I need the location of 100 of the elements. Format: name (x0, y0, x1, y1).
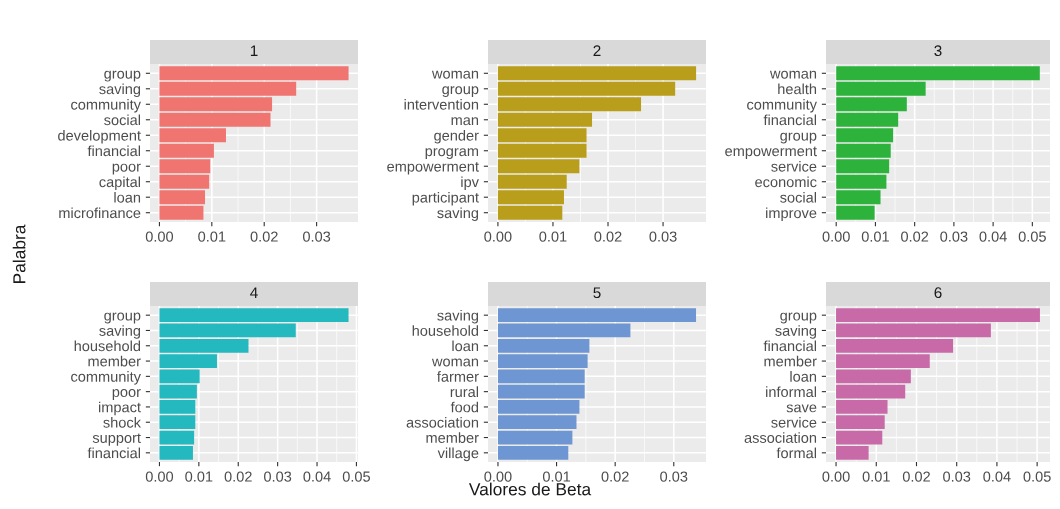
bar (159, 445, 193, 460)
x-tick-label: 0.02 (250, 231, 278, 242)
y-tick-label: impact (99, 401, 141, 416)
y-tick-label: financial (87, 145, 140, 157)
chart-title: 2 (593, 45, 601, 56)
bar (836, 430, 883, 445)
y-tick-label: loan (452, 340, 479, 352)
y-tick-label: group (780, 132, 817, 144)
y-tick-label: program (425, 148, 479, 160)
x-axis-title: Valores de Beta (468, 482, 592, 496)
x-tick-label: 0.02 (601, 471, 629, 482)
x-tick-label: 0.02 (594, 231, 622, 242)
chart-title: 3 (934, 45, 942, 57)
y-tick-label: woman (769, 70, 817, 79)
y-tick-label: member (426, 432, 479, 443)
y-tick-label: economic (755, 176, 817, 188)
y-tick-label: group (442, 86, 479, 98)
y-tick-label: saving (437, 309, 479, 324)
x-tick-label: 0.01 (198, 231, 226, 242)
x-tick-label: 0.05 (1018, 231, 1046, 242)
y-tick-label: empowerment (387, 162, 479, 175)
y-tick-label: informal (766, 386, 816, 398)
bar (836, 205, 875, 220)
bar (497, 205, 563, 220)
y-tick-label: member (88, 355, 141, 367)
x-tick-label: 0.01 (861, 231, 889, 242)
y-tick-label: household (412, 325, 479, 336)
x-tick-label: 0.03 (940, 231, 968, 242)
x-tick-label: 0.02 (224, 471, 252, 482)
chart-title: 5 (593, 287, 601, 299)
x-tick-label: 0.00 (822, 471, 850, 482)
x-tick-label: 0.01 (185, 471, 213, 482)
y-tick-label: community (747, 98, 817, 113)
y-tick-label: association (744, 432, 817, 443)
y-tick-label: community (71, 98, 141, 113)
x-tick-label: 0.03 (302, 231, 331, 242)
y-tick-label: formal (776, 447, 816, 459)
y-tick-label: social (780, 191, 816, 203)
x-tick-label: 0.00 (145, 231, 174, 242)
y-tick-label: association (406, 416, 479, 428)
y-tick-label: support (92, 433, 141, 446)
y-tick-label: man (451, 117, 479, 126)
y-tick-label: intervention (404, 98, 479, 110)
x-tick-label: 0.05 (342, 471, 371, 482)
y-tick-label: group (104, 70, 141, 82)
x-tick-label: 0.03 (943, 471, 971, 482)
y-tick-label: social (104, 114, 140, 126)
y-tick-label: saving (99, 325, 141, 339)
y-tick-label: saving (775, 325, 817, 339)
y-tick-label: rural (450, 386, 478, 398)
y-tick-label: poor (112, 389, 141, 400)
y-tick-label: woman (431, 70, 479, 79)
chart-title: 4 (250, 287, 258, 298)
y-tick-label: woman (431, 358, 479, 367)
y-tick-label: community (71, 371, 141, 385)
x-tick-label: 0.01 (542, 471, 571, 482)
bar (159, 430, 195, 445)
bar (497, 323, 631, 338)
y-tick-label: loan (790, 371, 817, 382)
y-tick-label: saving (437, 207, 479, 222)
y-tick-label: participant (412, 191, 479, 206)
x-tick-label: 0.05 (1023, 471, 1051, 482)
bar (159, 323, 296, 338)
y-tick-label: save (786, 404, 817, 413)
x-tick-label: 0.00 (484, 471, 512, 482)
y-tick-label: farmer (437, 371, 479, 382)
y-tick-label: household (74, 340, 141, 352)
x-tick-label: 0.03 (660, 471, 688, 482)
bar (497, 430, 573, 445)
y-tick-label: health (778, 83, 817, 95)
y-tick-label: service (771, 160, 817, 172)
y-tick-label: group (780, 312, 817, 324)
y-tick-label: ipv (461, 176, 479, 191)
chart-title: 6 (934, 287, 942, 299)
bar (497, 445, 569, 460)
y-tick-label: food (450, 401, 479, 413)
x-tick-label: 0.02 (902, 471, 930, 482)
y-axis-title: Palabra (12, 224, 26, 283)
y-tick-label: improve (766, 207, 817, 222)
y-tick-label: capital (99, 176, 140, 191)
y-tick-label: gender (434, 129, 479, 144)
bar (836, 323, 991, 338)
x-tick-label: 0.04 (979, 231, 1007, 242)
x-tick-label: 0.04 (983, 471, 1011, 482)
y-tick-label: development (58, 129, 141, 144)
x-tick-label: 0.04 (303, 471, 331, 482)
x-tick-label: 0.03 (649, 231, 677, 242)
y-tick-label: service (771, 416, 817, 428)
x-tick-label: 0.00 (145, 471, 174, 482)
chart-title: 1 (250, 45, 258, 56)
x-tick-label: 0.00 (484, 231, 512, 242)
y-tick-label: microfinance (59, 207, 141, 219)
x-tick-label: 0.01 (862, 471, 890, 482)
y-tick-label: member (764, 355, 817, 367)
y-tick-label: financial (763, 340, 816, 352)
bar (159, 205, 204, 220)
x-tick-label: 0.02 (901, 231, 929, 242)
y-tick-label: financial (87, 447, 140, 459)
y-tick-label: poor (112, 163, 141, 175)
y-tick-label: loan (114, 191, 141, 203)
